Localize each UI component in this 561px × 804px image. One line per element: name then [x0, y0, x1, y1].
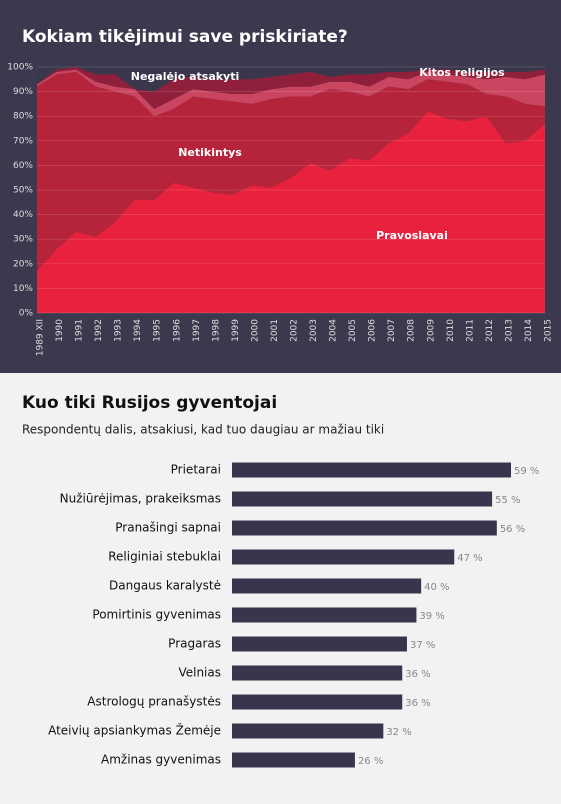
- x-tick-label: 2007: [387, 319, 397, 342]
- y-tick-label: Astrologų pranašystės: [87, 695, 221, 709]
- bar: [232, 694, 403, 710]
- y-tick-label: Velnias: [178, 666, 221, 680]
- x-tick-label: 1995: [153, 319, 163, 342]
- area: [37, 111, 545, 313]
- x-tick-label: 2008: [407, 319, 417, 342]
- y-tick-label: 60%: [13, 161, 33, 171]
- x-tick-label: 2015: [544, 319, 554, 342]
- x-tick-label: 2000: [250, 319, 260, 342]
- x-tick-label: 2006: [368, 319, 378, 342]
- bar: [232, 665, 403, 681]
- x-tick-label: 2009: [426, 319, 436, 342]
- x-tick-label: 2011: [465, 319, 475, 342]
- series-label: Kitos religijos: [419, 66, 505, 79]
- series-label: Negalėjo atsakyti: [131, 70, 240, 83]
- y-tick-label: Dangaus karalystė: [109, 579, 221, 593]
- y-tick-label: 0%: [19, 309, 34, 319]
- bar: [232, 491, 493, 507]
- chart-subtitle: Respondentų dalis, atsakiusi, kad tuo da…: [22, 423, 384, 437]
- value-label: 26 %: [358, 756, 383, 767]
- x-tick-label: 2012: [485, 319, 495, 342]
- value-label: 39 %: [419, 611, 444, 622]
- value-label: 37 %: [410, 640, 435, 651]
- value-label: 47 %: [457, 553, 482, 564]
- bar: [232, 607, 417, 623]
- series-label: Pravoslavai: [376, 229, 448, 242]
- x-tick-label: 2005: [348, 319, 358, 342]
- value-label: 36 %: [405, 698, 430, 709]
- x-tick-label: 1990: [55, 319, 65, 342]
- y-tick-label: 50%: [13, 186, 33, 196]
- y-tick-label: 10%: [13, 284, 33, 294]
- x-tick-label: 2001: [270, 319, 280, 342]
- y-tick-label: Ateivių apsiankymas Žemėje: [48, 723, 221, 738]
- area: [37, 71, 545, 272]
- bar: [232, 752, 355, 768]
- y-tick-label: 20%: [13, 259, 33, 269]
- value-label: 32 %: [386, 727, 411, 738]
- y-tick-label: Nužiūrėjimas, prakeiksmas: [60, 492, 221, 506]
- value-label: 55 %: [495, 495, 520, 506]
- x-tick-label: 1989 XII: [36, 319, 46, 356]
- y-tick-label: Pragaras: [168, 637, 221, 651]
- x-tick-label: 1992: [94, 319, 104, 342]
- value-label: 36 %: [405, 669, 430, 680]
- bar: [232, 462, 511, 478]
- y-tick-label: 90%: [13, 87, 33, 97]
- x-tick-label: 2013: [504, 319, 514, 342]
- x-tick-label: 1998: [211, 319, 221, 342]
- series-label: Netikintys: [178, 146, 242, 159]
- y-tick-label: 40%: [13, 210, 33, 220]
- chart-title: Kuo tiki Rusijos gyventojai: [22, 393, 277, 413]
- x-tick-label: 1994: [133, 319, 143, 342]
- y-tick-label: 100%: [7, 63, 33, 73]
- bar: [232, 723, 384, 739]
- x-tick-label: 1999: [231, 319, 241, 342]
- x-tick-label: 2014: [524, 319, 534, 342]
- bar: [232, 520, 497, 536]
- y-tick-label: Prietarai: [171, 463, 221, 477]
- value-label: 40 %: [424, 582, 449, 593]
- chart-title: Kokiam tikėjimui save priskiriate?: [22, 27, 348, 47]
- bar: [232, 636, 407, 652]
- x-tick-label: 2002: [290, 319, 300, 342]
- x-tick-label: 2010: [446, 319, 456, 342]
- bar: [232, 549, 455, 565]
- y-tick-label: 80%: [13, 112, 33, 122]
- y-tick-label: Pranašingi sapnai: [115, 521, 221, 535]
- y-tick-label: 70%: [13, 136, 33, 146]
- x-tick-label: 2003: [309, 319, 319, 342]
- area: [37, 69, 545, 117]
- bar: [232, 578, 422, 594]
- x-tick-label: 1993: [114, 319, 124, 342]
- x-tick-label: 2004: [329, 319, 339, 342]
- x-tick-label: 1997: [192, 319, 202, 342]
- x-tick-label: 1991: [75, 319, 85, 342]
- y-tick-label: Religiniai stebuklai: [108, 550, 221, 564]
- x-tick-label: 1996: [172, 319, 182, 342]
- y-tick-label: Amžinas gyvenimas: [101, 753, 221, 767]
- value-label: 59 %: [514, 466, 539, 477]
- value-label: 56 %: [500, 524, 525, 535]
- y-tick-label: Pomirtinis gyvenimas: [92, 608, 221, 622]
- area: [37, 67, 545, 109]
- y-tick-label: 30%: [13, 235, 33, 245]
